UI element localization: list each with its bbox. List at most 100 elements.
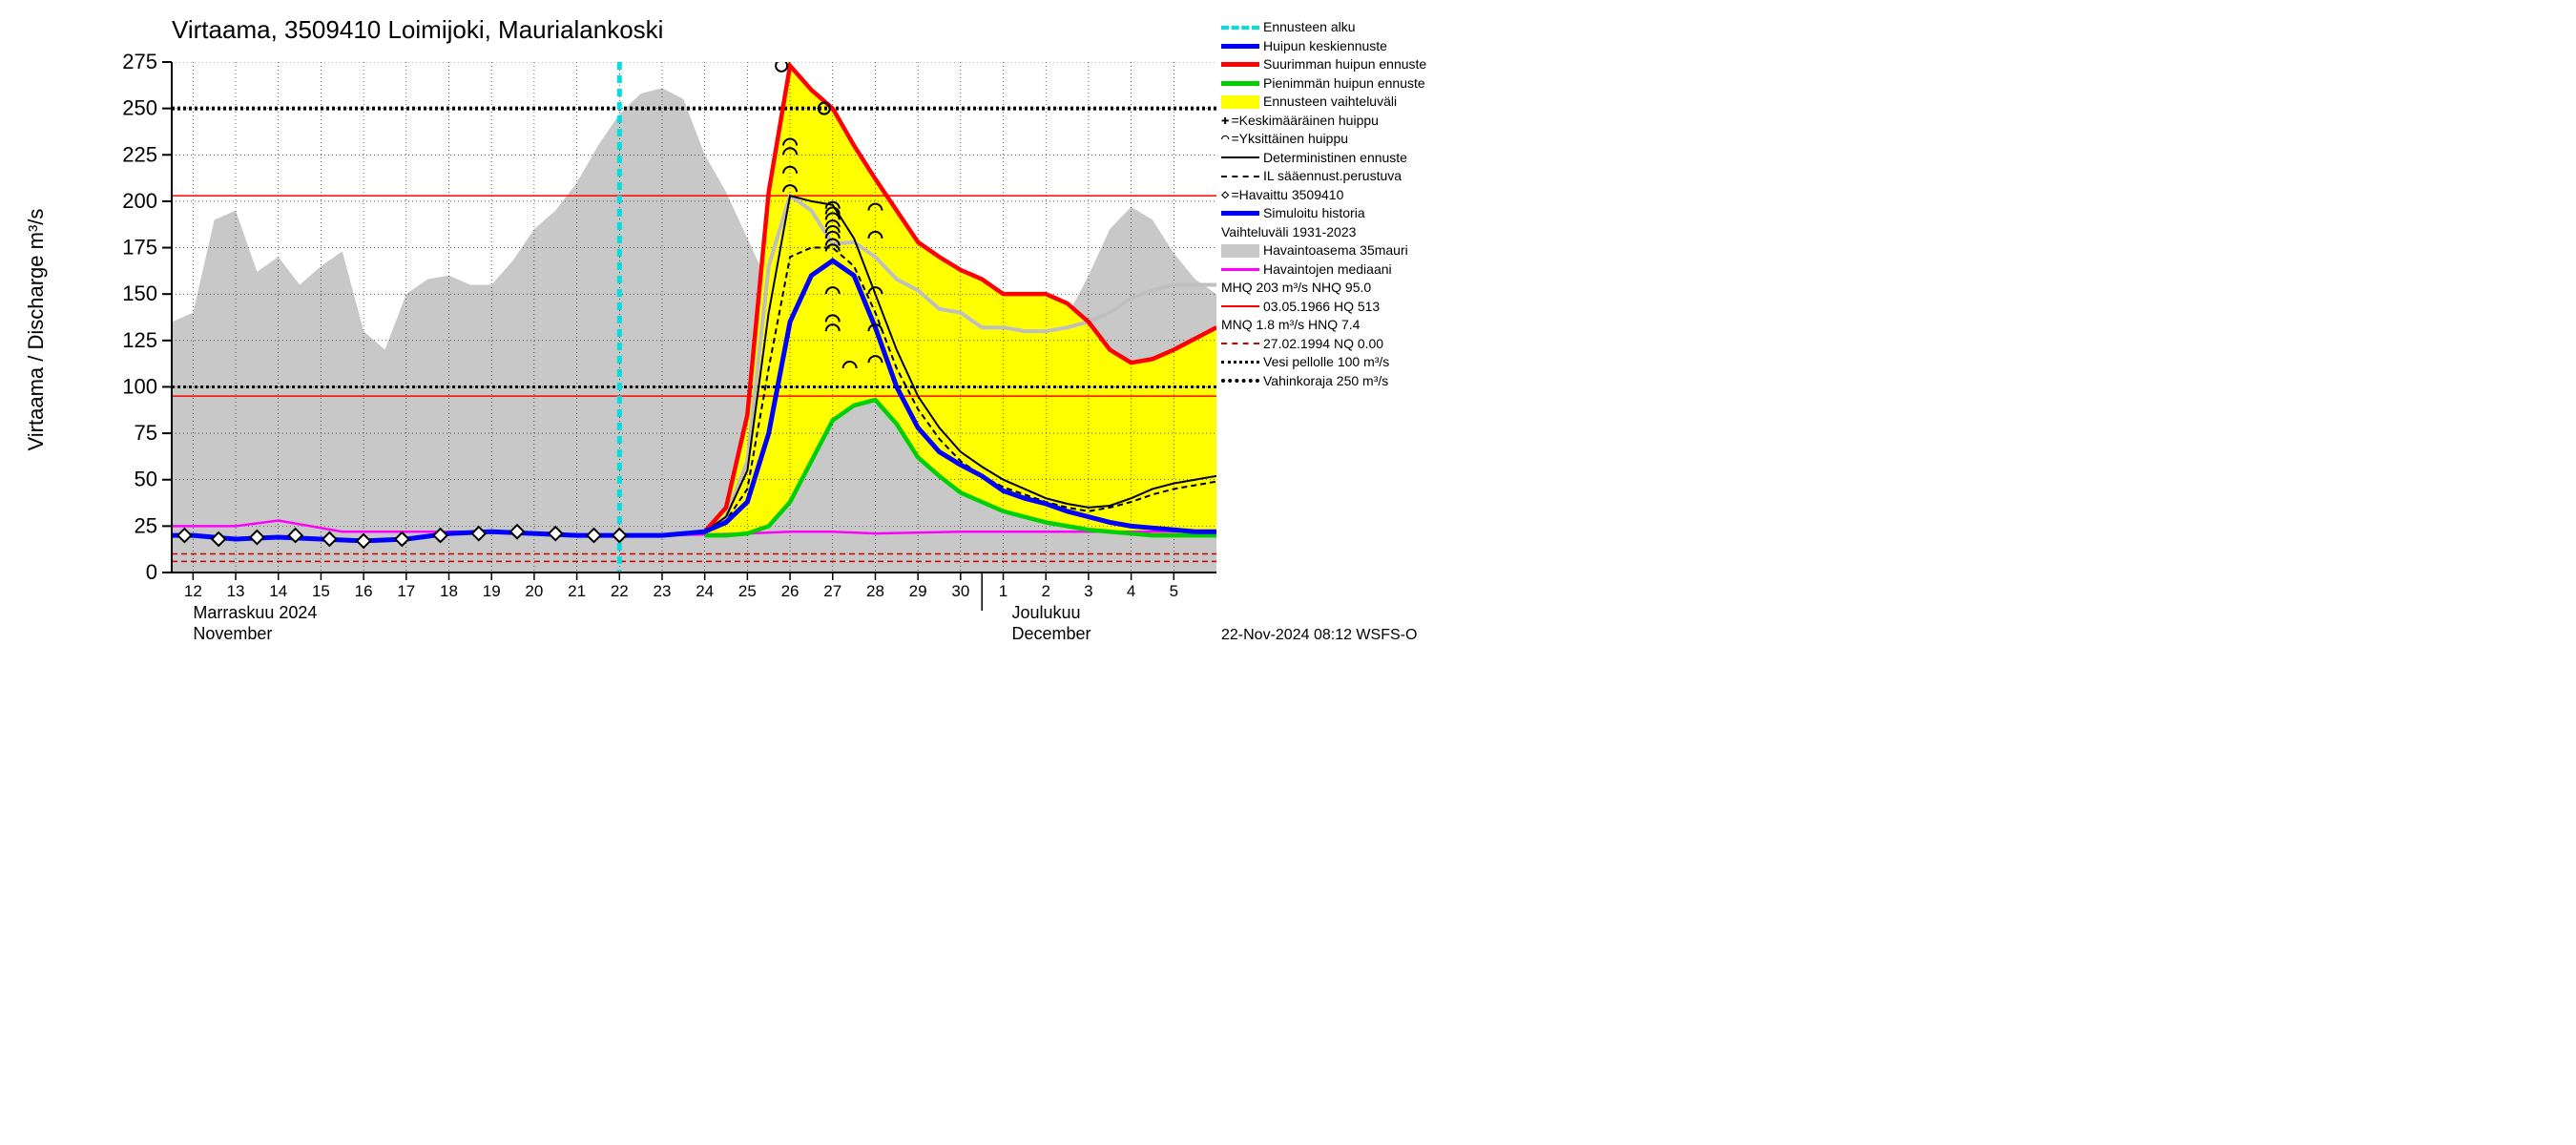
- legend-label: Vaihteluväli 1931-2023: [1221, 224, 1356, 241]
- legend-label: 03.05.1966 HQ 513: [1263, 299, 1380, 316]
- x-tick-label: 12: [184, 582, 202, 600]
- legend-swatch: [1221, 379, 1259, 383]
- y-tick-label: 125: [122, 328, 157, 352]
- legend-label: MHQ 203 m³/s NHQ 95.0: [1221, 280, 1371, 297]
- legend-swatch: [1221, 268, 1259, 271]
- legend-item: MHQ 203 m³/s NHQ 95.0: [1221, 280, 1431, 297]
- x-tick-label: 20: [525, 582, 543, 600]
- y-tick-label: 50: [135, 468, 157, 491]
- footer-timestamp: 22-Nov-2024 08:12 WSFS-O: [1221, 627, 1417, 643]
- x-tick-label: 25: [738, 582, 757, 600]
- x-tick-label: 14: [269, 582, 287, 600]
- x-tick-label: 28: [866, 582, 884, 600]
- legend-swatch: [1221, 62, 1259, 67]
- legend-label: IL sääennust.perustuva: [1263, 168, 1402, 185]
- x-tick-label: 22: [611, 582, 629, 600]
- legend-label: MNQ 1.8 m³/s HNQ 7.4: [1221, 317, 1360, 334]
- legend-swatch: [1221, 211, 1259, 216]
- legend: Ennusteen alku Huipun keskiennusteSuurimm…: [1221, 19, 1431, 391]
- y-tick-label: 75: [135, 421, 157, 445]
- legend-item: Suurimman huipun ennuste: [1221, 56, 1431, 73]
- legend-item: ◇=Havaittu 3509410: [1221, 187, 1431, 204]
- legend-label: Suurimman huipun ennuste: [1263, 56, 1426, 73]
- legend-label: =Keskimääräinen huippu: [1231, 113, 1379, 130]
- x-tick-label: 1: [999, 582, 1008, 600]
- x-tick-label: 30: [951, 582, 969, 600]
- y-tick-label: 0: [146, 560, 157, 584]
- legend-swatch: [1221, 44, 1259, 49]
- y-tick-label: 175: [122, 236, 157, 260]
- y-tick-label: 225: [122, 142, 157, 166]
- legend-symbol: ◇: [1221, 187, 1229, 204]
- y-tick-label: 100: [122, 374, 157, 398]
- legend-symbol: ⌒: [1221, 131, 1229, 148]
- x-tick-label: 29: [909, 582, 927, 600]
- month-label-nov-en: November: [193, 624, 272, 643]
- x-tick-label: 21: [568, 582, 586, 600]
- x-tick-label: 26: [781, 582, 800, 600]
- x-tick-label: 23: [654, 582, 672, 600]
- legend-label: 27.02.1994 NQ 0.00: [1263, 336, 1383, 353]
- chart-container: 0255075100125150175200225250275121314151…: [0, 0, 1431, 668]
- x-tick-label: 15: [312, 582, 330, 600]
- x-tick-label: 2: [1041, 582, 1049, 600]
- legend-swatch: [1221, 26, 1259, 30]
- legend-label: Simuloitu historia: [1263, 205, 1365, 222]
- legend-swatch: [1221, 343, 1259, 344]
- y-tick-label: 200: [122, 189, 157, 213]
- legend-swatch: [1221, 95, 1259, 109]
- hydrograph-chart: 0255075100125150175200225250275121314151…: [0, 0, 1431, 668]
- legend-item: ✚=Keskimääräinen huippu: [1221, 113, 1431, 130]
- legend-label: Havaintojen mediaani: [1263, 261, 1392, 279]
- legend-symbol: ✚: [1221, 113, 1229, 130]
- legend-label: Vahinkoraja 250 m³/s: [1263, 373, 1388, 390]
- legend-item: Vesi pellolle 100 m³/s: [1221, 354, 1431, 371]
- legend-label: Ennusteen alku: [1263, 19, 1356, 36]
- x-tick-label: 3: [1084, 582, 1092, 600]
- legend-swatch: [1221, 244, 1259, 258]
- legend-item: Huipun keskiennuste: [1221, 38, 1431, 55]
- legend-item: Vaihteluväli 1931-2023: [1221, 224, 1431, 241]
- x-tick-label: 17: [397, 582, 415, 600]
- legend-label: =Havaittu 3509410: [1231, 187, 1343, 204]
- legend-swatch: [1221, 81, 1259, 86]
- month-label-dec-fi: Joulukuu: [1011, 603, 1080, 622]
- x-tick-label: 16: [355, 582, 373, 600]
- legend-swatch: [1221, 305, 1259, 307]
- legend-swatch: [1221, 361, 1259, 364]
- legend-item: Havaintoasema 35mauri: [1221, 242, 1431, 260]
- x-tick-label: 4: [1127, 582, 1135, 600]
- legend-item: IL sääennust.perustuva: [1221, 168, 1431, 185]
- legend-item: 03.05.1966 HQ 513: [1221, 299, 1431, 316]
- legend-label: Ennusteen vaihteluväli: [1263, 94, 1397, 111]
- legend-label: Havaintoasema 35mauri: [1263, 242, 1408, 260]
- legend-swatch: [1221, 176, 1259, 177]
- legend-item: 27.02.1994 NQ 0.00: [1221, 336, 1431, 353]
- y-axis-label: Virtaama / Discharge m³/s: [24, 209, 48, 451]
- y-tick-label: 25: [135, 513, 157, 537]
- legend-label: Deterministinen ennuste: [1263, 150, 1407, 167]
- x-tick-label: 24: [696, 582, 714, 600]
- y-tick-label: 250: [122, 96, 157, 120]
- legend-item: Havaintojen mediaani: [1221, 261, 1431, 279]
- x-tick-label: 5: [1170, 582, 1178, 600]
- x-tick-label: 19: [483, 582, 501, 600]
- peak-circle-marker: [776, 60, 787, 72]
- legend-label: Vesi pellolle 100 m³/s: [1263, 354, 1389, 371]
- y-tick-label: 275: [122, 50, 157, 73]
- x-tick-label: 13: [227, 582, 245, 600]
- x-tick-label: 18: [440, 582, 458, 600]
- x-tick-label: 27: [823, 582, 841, 600]
- month-label-dec-en: December: [1011, 624, 1091, 643]
- y-tick-label: 150: [122, 281, 157, 305]
- legend-item: Vahinkoraja 250 m³/s: [1221, 373, 1431, 390]
- legend-item: Pienimmän huipun ennuste: [1221, 75, 1431, 93]
- legend-label: Huipun keskiennuste: [1263, 38, 1387, 55]
- legend-swatch: [1221, 156, 1259, 158]
- legend-label: Pienimmän huipun ennuste: [1263, 75, 1425, 93]
- legend-item: ⌒=Yksittäinen huippu: [1221, 131, 1431, 148]
- legend-item: Simuloitu historia: [1221, 205, 1431, 222]
- month-label-nov-fi: Marraskuu 2024: [193, 603, 317, 622]
- legend-label: =Yksittäinen huippu: [1231, 131, 1348, 148]
- legend-item: Deterministinen ennuste: [1221, 150, 1431, 167]
